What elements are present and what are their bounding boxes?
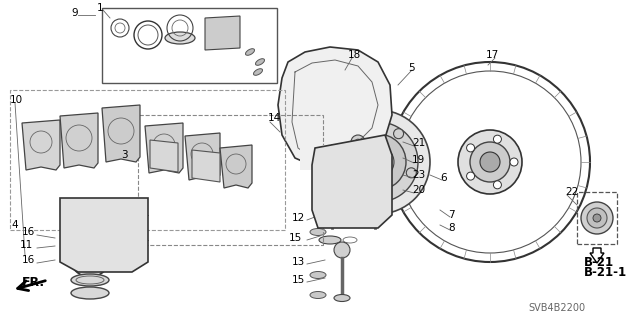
Ellipse shape: [310, 292, 326, 299]
Text: 5: 5: [408, 63, 415, 73]
Text: B-21: B-21: [584, 256, 614, 269]
Ellipse shape: [71, 274, 109, 286]
Text: 7: 7: [448, 210, 454, 220]
Polygon shape: [22, 120, 60, 170]
Circle shape: [323, 203, 341, 221]
Polygon shape: [312, 135, 392, 228]
Text: 16: 16: [22, 255, 35, 265]
Ellipse shape: [255, 59, 264, 65]
Polygon shape: [102, 105, 140, 162]
Text: 4: 4: [12, 220, 18, 230]
Circle shape: [480, 152, 500, 172]
Circle shape: [406, 168, 416, 178]
Polygon shape: [278, 47, 392, 168]
Circle shape: [361, 183, 375, 197]
Circle shape: [70, 237, 110, 277]
Polygon shape: [220, 145, 252, 188]
Circle shape: [366, 203, 384, 221]
Text: SVB4B2200: SVB4B2200: [528, 303, 585, 313]
Text: 23: 23: [412, 170, 425, 180]
Polygon shape: [300, 145, 330, 170]
Circle shape: [493, 135, 501, 143]
Bar: [138, 115, 323, 245]
Polygon shape: [150, 140, 178, 172]
Text: 20: 20: [412, 185, 425, 195]
Ellipse shape: [253, 69, 262, 75]
Circle shape: [334, 242, 350, 258]
Polygon shape: [192, 150, 220, 182]
Circle shape: [340, 168, 349, 178]
Circle shape: [593, 214, 601, 222]
Polygon shape: [60, 198, 148, 272]
Text: 3: 3: [122, 150, 128, 160]
Circle shape: [510, 158, 518, 166]
Text: 21: 21: [412, 138, 425, 148]
Circle shape: [394, 129, 404, 139]
Text: 19: 19: [412, 155, 425, 165]
Ellipse shape: [310, 271, 326, 278]
Circle shape: [338, 122, 418, 202]
Text: 16: 16: [22, 227, 35, 237]
Circle shape: [323, 159, 341, 177]
Text: B-21-1: B-21-1: [584, 265, 627, 278]
Circle shape: [351, 135, 365, 149]
Circle shape: [350, 134, 406, 190]
Polygon shape: [60, 113, 98, 168]
Text: 8: 8: [448, 223, 454, 233]
Text: 11: 11: [20, 240, 33, 250]
Text: 10: 10: [10, 95, 23, 105]
Text: 17: 17: [485, 50, 499, 60]
Circle shape: [493, 181, 501, 189]
Text: 12: 12: [292, 213, 305, 223]
Circle shape: [470, 142, 510, 182]
Text: 22: 22: [565, 187, 579, 197]
Circle shape: [326, 110, 430, 214]
Text: 1: 1: [97, 3, 103, 13]
Bar: [102, 8, 277, 83]
Circle shape: [467, 144, 475, 152]
Circle shape: [373, 192, 383, 202]
Circle shape: [458, 130, 522, 194]
Polygon shape: [205, 16, 240, 50]
Ellipse shape: [310, 228, 326, 235]
Circle shape: [467, 172, 475, 180]
Circle shape: [362, 146, 394, 178]
Ellipse shape: [71, 287, 109, 299]
Bar: [10, 90, 285, 230]
Circle shape: [366, 159, 384, 177]
Text: 13: 13: [292, 257, 305, 267]
Polygon shape: [145, 123, 183, 173]
Circle shape: [351, 168, 365, 182]
Circle shape: [77, 244, 103, 270]
Text: 6: 6: [440, 173, 447, 183]
Text: 15: 15: [289, 233, 302, 243]
Ellipse shape: [246, 49, 255, 55]
Text: 9: 9: [72, 8, 78, 18]
Circle shape: [371, 155, 385, 169]
Text: FR.: FR.: [22, 277, 45, 290]
FancyArrow shape: [590, 248, 604, 263]
Text: 15: 15: [292, 275, 305, 285]
Circle shape: [581, 202, 613, 234]
Ellipse shape: [319, 236, 341, 244]
Circle shape: [361, 151, 375, 165]
Ellipse shape: [334, 294, 350, 301]
Circle shape: [353, 129, 362, 139]
Polygon shape: [185, 133, 220, 180]
Text: 14: 14: [268, 113, 281, 123]
Bar: [577, 192, 617, 244]
Ellipse shape: [319, 218, 341, 226]
Text: 18: 18: [348, 50, 361, 60]
Ellipse shape: [165, 32, 195, 44]
Circle shape: [587, 208, 607, 228]
